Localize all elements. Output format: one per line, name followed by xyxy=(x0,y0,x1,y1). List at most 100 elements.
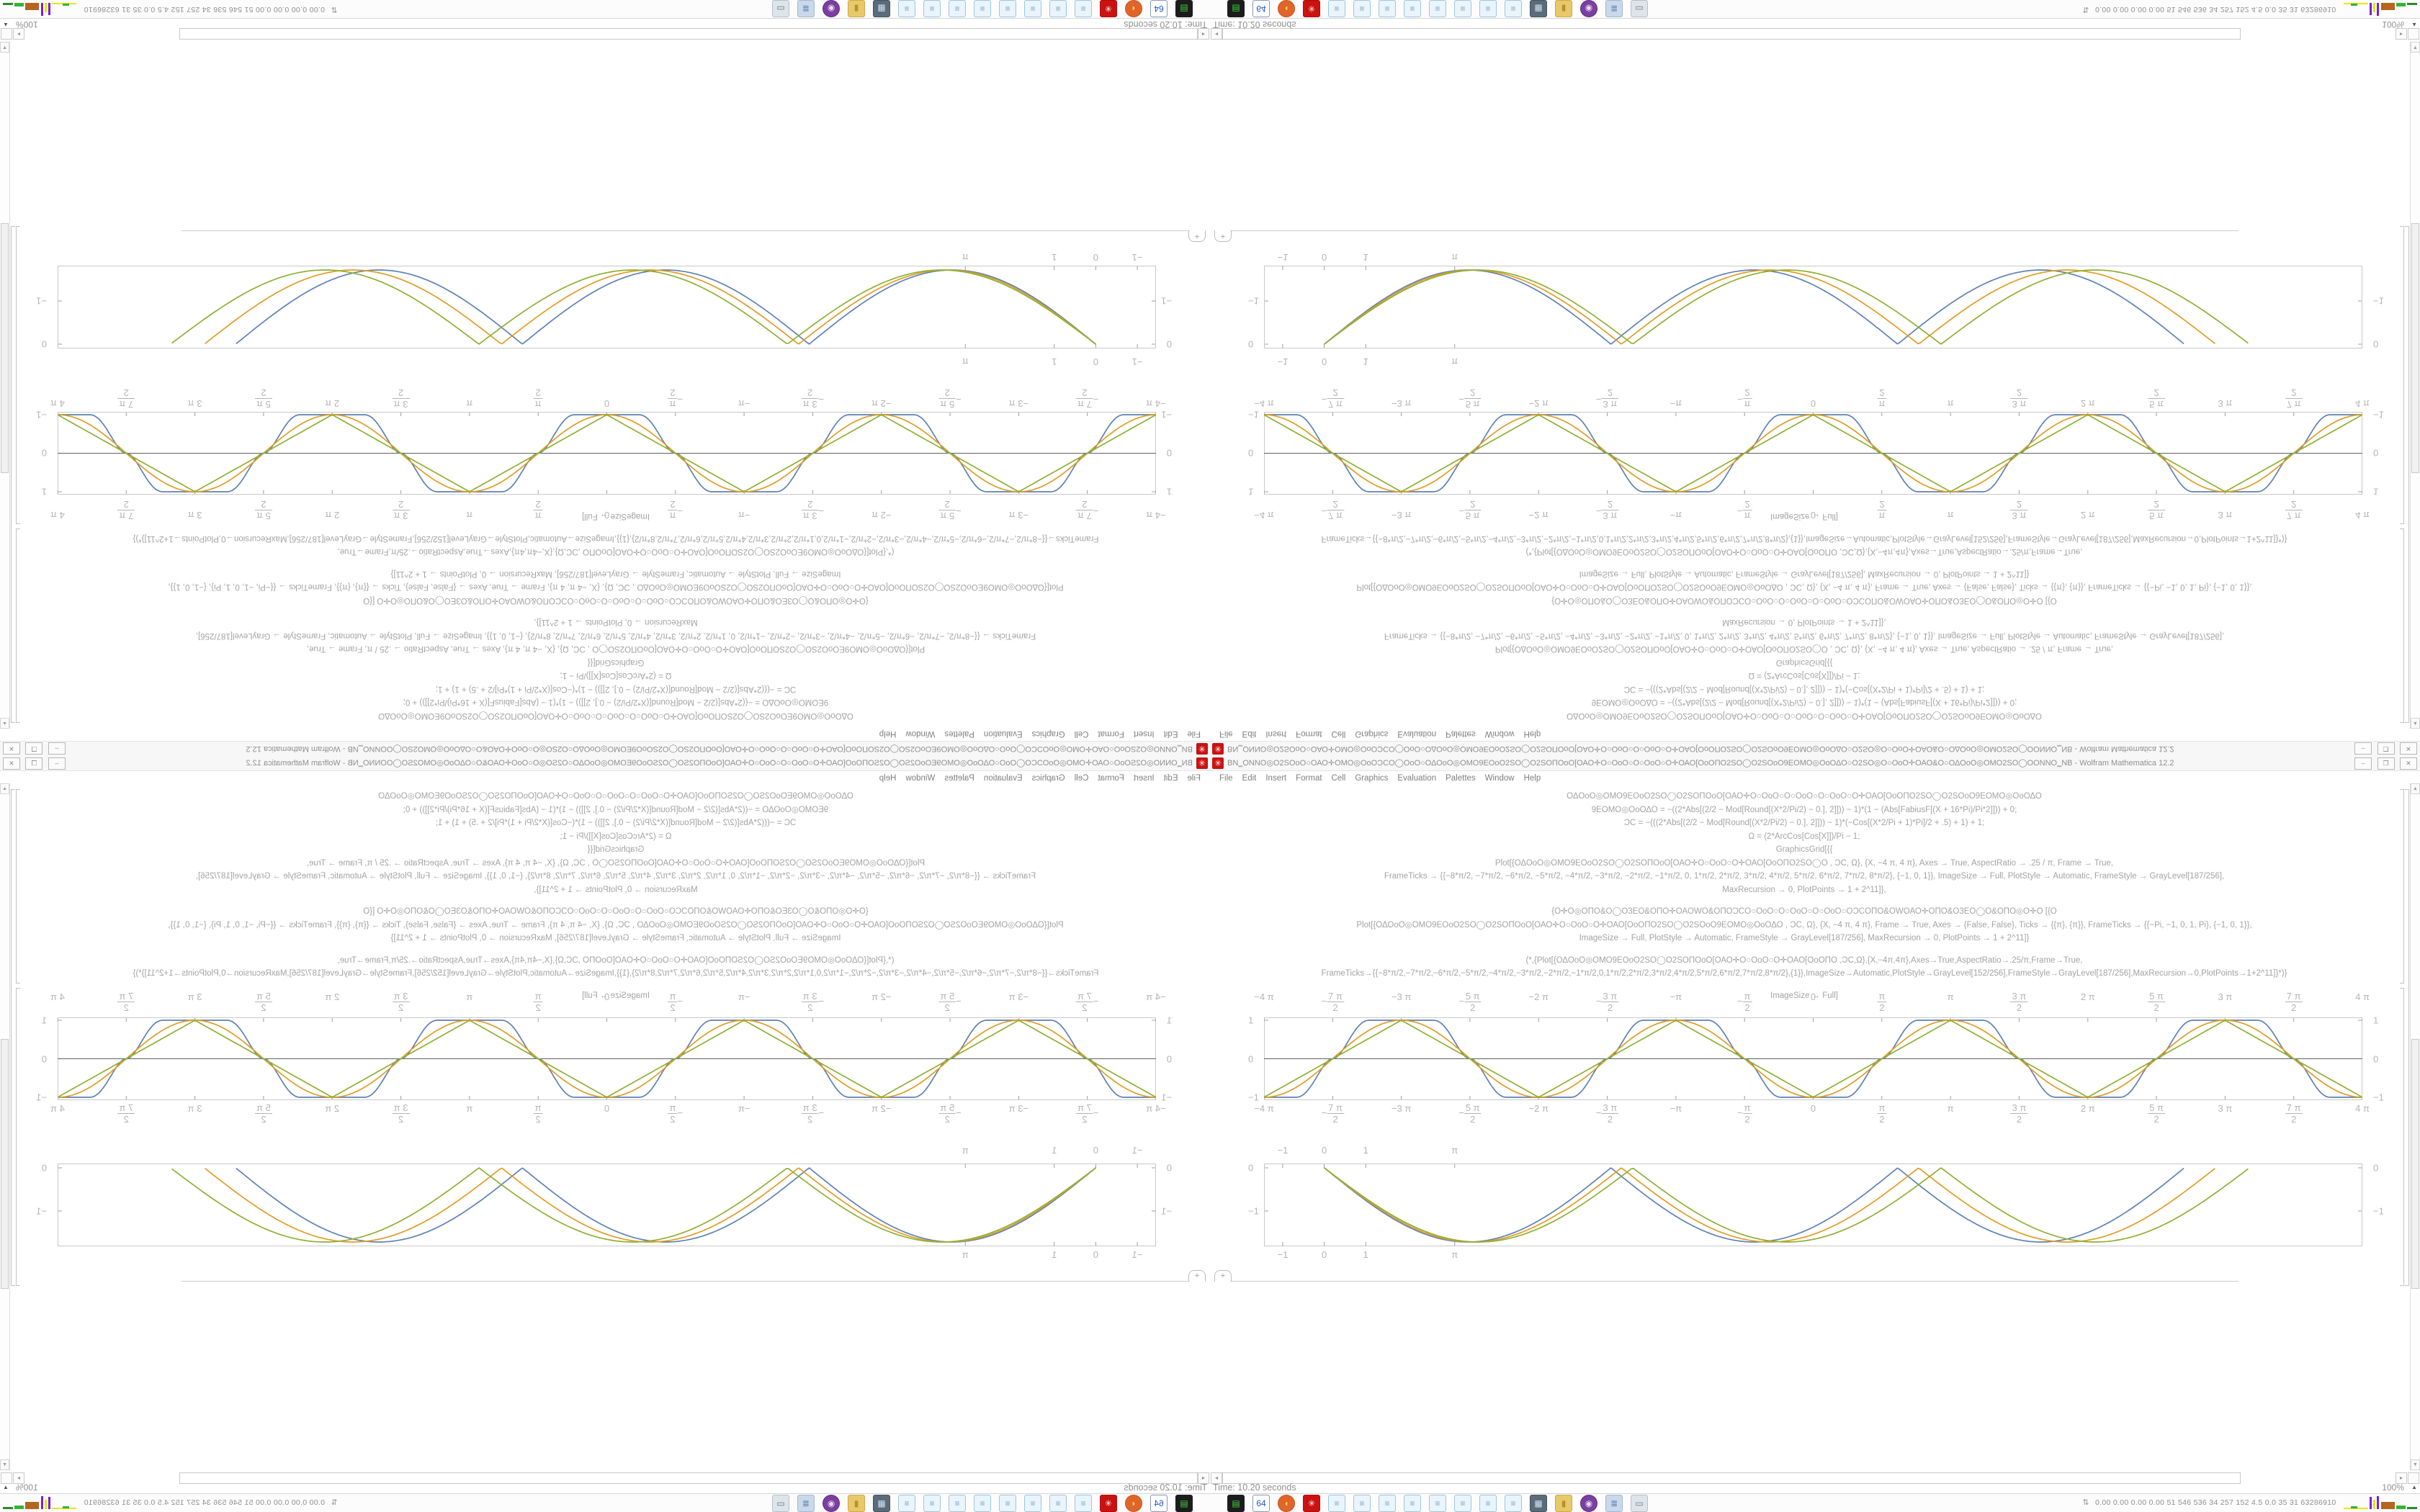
vertical-scrollbar[interactable]: ▲ ▼ xyxy=(0,42,10,729)
document-scroll-icon[interactable]: ≣ xyxy=(1605,0,1623,17)
close-button[interactable]: ✕ xyxy=(3,742,20,755)
scroll-right-icon[interactable]: ▸ xyxy=(2396,1472,2407,1484)
notebook-icon[interactable]: ≡ xyxy=(999,0,1016,17)
magnification-menu-icon[interactable]: ▲ xyxy=(2411,1484,2417,1490)
notebook-icon[interactable]: ≡ xyxy=(949,1495,966,1512)
vertical-scrollbar-thumb[interactable] xyxy=(2411,223,2419,473)
window-small-icon[interactable]: ▭ xyxy=(1631,0,1648,17)
menu-item-help[interactable]: Help xyxy=(1523,729,1541,738)
vertical-scrollbar-thumb[interactable] xyxy=(1,223,9,473)
cell-insert-button[interactable]: + xyxy=(1188,1270,1206,1282)
menu-item-file[interactable]: File xyxy=(1219,774,1233,783)
notebook-icon[interactable]: ≡ xyxy=(1429,0,1446,17)
vertical-scrollbar-thumb[interactable] xyxy=(1,1039,9,1289)
horizontal-scrollbar-track[interactable] xyxy=(1222,28,2241,40)
notebook-icon[interactable]: ≡ xyxy=(1049,1495,1067,1512)
input-cell-bracket[interactable] xyxy=(16,789,20,984)
menu-item-window[interactable]: Window xyxy=(1484,729,1515,738)
notebook-icon[interactable]: ≡ xyxy=(923,0,941,17)
notebook-icon[interactable]: ≡ xyxy=(898,0,915,17)
menu-item-file[interactable]: File xyxy=(1187,729,1201,738)
notebook-icon[interactable]: ≡ xyxy=(1379,0,1396,17)
code-cell[interactable]: ΟΔΟοΟ◎ΟΜΟ9ΕΟοΟ2SΟ◯Ο2SΟΠΟοΟ[ΟΑΟ✛Ο○ΟοΟ○Ο○Ο… xyxy=(1217,510,2391,722)
output-cell-bracket[interactable] xyxy=(16,988,20,1286)
horizontal-scrollbar-track[interactable] xyxy=(1222,1472,2241,1484)
menu-item-cell[interactable]: Cell xyxy=(1074,729,1089,738)
notebook-icon[interactable]: ≡ xyxy=(1328,1495,1345,1512)
menu-item-edit[interactable]: Edit xyxy=(1163,729,1178,738)
input-cell-bracket[interactable] xyxy=(16,528,20,723)
mathematica-icon[interactable]: ✳ xyxy=(1100,0,1117,17)
mathematica-icon[interactable]: ✳ xyxy=(1303,1495,1320,1512)
floppy-64-icon[interactable]: 64 xyxy=(1252,1495,1270,1512)
display-settings-icon[interactable]: ▦ xyxy=(1530,0,1547,17)
menu-item-window[interactable]: Window xyxy=(905,729,936,738)
menu-item-evaluation[interactable]: Evaluation xyxy=(1397,729,1437,738)
horizontal-scrollbar[interactable]: ◂ ▸ xyxy=(0,1472,1210,1484)
notebook-icon[interactable]: ≡ xyxy=(1479,0,1497,17)
notebook-icon[interactable]: ≡ xyxy=(1404,0,1421,17)
menu-item-palettes[interactable]: Palettes xyxy=(944,729,974,738)
menu-item-insert[interactable]: Insert xyxy=(1265,774,1287,783)
notebook-icon[interactable]: ≡ xyxy=(1075,0,1092,17)
menu-item-graphics[interactable]: Graphics xyxy=(1355,729,1389,738)
document-scroll-icon[interactable]: ≣ xyxy=(797,1495,815,1512)
minimize-button[interactable]: – xyxy=(48,757,66,770)
window-split-button[interactable] xyxy=(1,28,12,40)
menu-item-graphics[interactable]: Graphics xyxy=(1031,729,1065,738)
vertical-scrollbar[interactable]: ▲ ▼ xyxy=(0,783,10,1470)
notebook-icon[interactable]: ≡ xyxy=(974,1495,991,1512)
scroll-down-icon[interactable]: ▼ xyxy=(0,1459,9,1470)
terminal-drive-icon[interactable]: ▤ xyxy=(1175,1495,1193,1512)
menu-item-format[interactable]: Format xyxy=(1098,729,1124,738)
window-small-icon[interactable]: ▭ xyxy=(772,1495,789,1512)
terminal-drive-icon[interactable]: ▤ xyxy=(1175,0,1193,17)
horizontal-scrollbar[interactable]: ◂ ▸ xyxy=(1210,28,2420,40)
magnification-control[interactable]: 100% xyxy=(16,19,38,30)
notebook-icon[interactable]: ≡ xyxy=(1454,0,1471,17)
maximize-button[interactable]: ❐ xyxy=(25,742,43,755)
input-cell-bracket[interactable] xyxy=(2400,528,2404,723)
magnification-menu-icon[interactable]: ▲ xyxy=(3,1484,9,1490)
close-button[interactable]: ✕ xyxy=(2400,742,2417,755)
menu-item-evaluation[interactable]: Evaluation xyxy=(983,729,1023,738)
cell-group-bracket[interactable] xyxy=(2405,789,2409,1286)
scroll-right-icon[interactable]: ▸ xyxy=(2396,28,2407,40)
scroll-up-icon[interactable]: ▲ xyxy=(0,718,9,729)
firefox-icon[interactable]: ◖ xyxy=(1125,1495,1142,1512)
title-bar[interactable]: ✳ ΒΝ‗ΟΝΝΟ◎Ο2SΟοΟ○ΟΑΟ✛ΟΜΟ◎ΟοΟƆϹΟ◯ΟοΟ○ΟΔΟο… xyxy=(0,756,1210,771)
notebook-icon[interactable]: ≡ xyxy=(1328,0,1345,17)
menu-item-edit[interactable]: Edit xyxy=(1242,774,1257,783)
mathematica-icon[interactable]: ✳ xyxy=(1100,1495,1117,1512)
document-scroll-icon[interactable]: ≣ xyxy=(1605,1495,1623,1512)
menu-item-graphics[interactable]: Graphics xyxy=(1355,774,1389,783)
title-bar[interactable]: ✳ ΒΝ‗ΟΝΝΟ◎Ο2SΟοΟ○ΟΑΟ✛ΟΜΟ◎ΟοΟƆϹΟ◯ΟοΟ○ΟΔΟο… xyxy=(1210,741,2420,756)
menu-item-format[interactable]: Format xyxy=(1296,729,1322,738)
notebook-icon[interactable]: ≡ xyxy=(1505,0,1522,17)
vertical-scrollbar-thumb[interactable] xyxy=(2411,1039,2419,1289)
window-small-icon[interactable]: ▭ xyxy=(772,0,789,17)
notebook-icon[interactable]: ≡ xyxy=(1404,1495,1421,1512)
cell-group-bracket[interactable] xyxy=(11,226,15,723)
mathematica-icon[interactable]: ✳ xyxy=(1303,0,1320,17)
notebook-icon[interactable]: ≡ xyxy=(1353,0,1371,17)
folder-icon[interactable]: ▮ xyxy=(848,0,865,17)
notebook-icon[interactable]: ≡ xyxy=(923,1495,941,1512)
horizontal-scrollbar-track[interactable] xyxy=(179,28,1198,40)
scroll-up-icon[interactable]: ▲ xyxy=(2411,718,2420,729)
window-split-button[interactable] xyxy=(2408,1472,2419,1484)
owl-app-icon[interactable]: ◉ xyxy=(823,1495,840,1512)
vertical-scrollbar[interactable]: ▲ ▼ xyxy=(2410,783,2420,1470)
output-cell-bracket[interactable] xyxy=(2400,988,2404,1286)
menu-item-palettes[interactable]: Palettes xyxy=(1446,774,1476,783)
code-cell[interactable]: ΟΔΟοΟ◎ΟΜΟ9ΕΟοΟ2SΟ◯Ο2SΟΠΟοΟ[ΟΑΟ✛Ο○ΟοΟ○Ο○Ο… xyxy=(1217,790,2391,1002)
folder-icon[interactable]: ▮ xyxy=(1555,1495,1572,1512)
display-settings-icon[interactable]: ▦ xyxy=(1530,1495,1547,1512)
notebook-icon[interactable]: ≡ xyxy=(1505,1495,1522,1512)
notebook-icon[interactable]: ≡ xyxy=(974,0,991,17)
menu-item-window[interactable]: Window xyxy=(1484,774,1515,783)
magnification-menu-icon[interactable]: ▲ xyxy=(2411,22,2417,28)
cell-group-bracket[interactable] xyxy=(11,789,15,1286)
menu-item-palettes[interactable]: Palettes xyxy=(1446,729,1476,738)
scroll-down-icon[interactable]: ▼ xyxy=(2411,1459,2420,1470)
